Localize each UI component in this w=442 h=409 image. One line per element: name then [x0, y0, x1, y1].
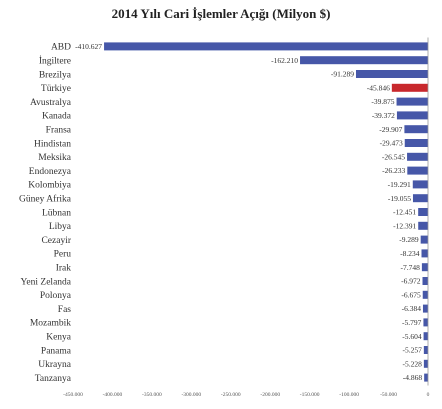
bar [422, 304, 428, 313]
value-label: -19.055 [388, 194, 411, 203]
bar [391, 83, 428, 92]
category-label: Fas [58, 305, 72, 315]
value-label: -26.545 [382, 152, 405, 161]
value-label: -26.233 [382, 166, 405, 175]
bar [423, 359, 428, 368]
x-tick-label: -150.000 [300, 392, 320, 398]
value-label: -9.289 [399, 235, 419, 244]
value-label: -5.228 [403, 359, 423, 368]
bar [396, 111, 428, 120]
x-tick-label: -100.000 [339, 392, 359, 398]
bar [407, 152, 428, 161]
value-label: -6.675 [401, 290, 421, 299]
category-label: Yeni Zelanda [21, 277, 72, 287]
bar [355, 70, 428, 78]
value-label: -4.868 [403, 373, 423, 382]
value-label: -6.384 [402, 304, 422, 313]
category-label: Meksika [38, 153, 72, 163]
bar [396, 97, 428, 106]
bar [404, 139, 428, 147]
x-tick-label: -450.000 [63, 392, 83, 398]
bar [404, 125, 428, 134]
bar [421, 249, 428, 258]
value-label: -7.748 [401, 263, 421, 272]
x-tick-label: -300.000 [181, 392, 201, 398]
bar [423, 332, 428, 341]
x-tick-label: -250.000 [221, 392, 241, 398]
value-label: -29.473 [380, 139, 403, 148]
category-label: Panama [41, 346, 72, 356]
category-label: Endonezya [29, 167, 72, 177]
category-label: Mozambik [30, 319, 71, 329]
category-label: Kanada [42, 112, 72, 122]
bar [412, 180, 428, 189]
bar [412, 194, 428, 203]
x-tick-label: -200.000 [260, 392, 280, 398]
value-label: -39.372 [372, 111, 395, 120]
bar [300, 56, 428, 65]
bar [407, 166, 428, 175]
category-label: Irak [56, 264, 72, 274]
bar [422, 277, 428, 285]
category-label: Lübnan [42, 208, 71, 218]
value-label: -8.234 [400, 249, 420, 258]
category-label: Libya [49, 222, 72, 232]
x-tick-label: -50.000 [380, 392, 397, 398]
category-label: Güney Afrika [19, 194, 72, 205]
value-label: -5.797 [402, 318, 422, 327]
value-label: -29.907 [379, 125, 402, 134]
chart-title: 2014 Yılı Cari İşlemler Açığı (Milyon $) [111, 6, 331, 21]
value-label: -410.627 [75, 42, 102, 51]
category-label: Ukrayna [38, 360, 71, 370]
value-label: -19.291 [388, 180, 411, 189]
x-tick-label: -350.000 [142, 392, 162, 398]
value-label: -12.391 [393, 221, 416, 230]
value-label: -39.875 [371, 97, 394, 106]
x-tick-label: 0 [427, 392, 430, 398]
value-label: -91.289 [331, 70, 354, 79]
value-label: -45.846 [367, 83, 390, 92]
category-label: Peru [54, 250, 72, 260]
value-label: -5.604 [402, 332, 422, 341]
category-label: Tanzanya [35, 374, 72, 384]
value-label: -5.257 [402, 346, 422, 355]
category-label: Kenya [46, 333, 72, 343]
bar [424, 373, 428, 382]
bar [422, 290, 428, 299]
bar [421, 263, 428, 272]
bar [423, 318, 428, 327]
bar [420, 235, 428, 244]
category-label: Avustralya [30, 98, 72, 108]
category-label: Türkiye [41, 84, 71, 94]
category-label: Brezilya [39, 70, 72, 80]
category-label: ABD [51, 43, 71, 53]
category-label: İngiltere [39, 55, 71, 67]
bar [418, 208, 428, 216]
bar [423, 346, 428, 354]
category-label: Hindistan [34, 139, 71, 149]
value-label: -12.451 [393, 208, 416, 217]
bar [104, 42, 429, 51]
category-label: Cezayir [41, 236, 71, 246]
category-label: Kolombiya [28, 181, 72, 191]
value-label: -162.210 [271, 56, 298, 65]
x-tick-label: -400.000 [103, 392, 123, 398]
value-label: -6.972 [401, 277, 421, 286]
bar [418, 221, 428, 230]
category-label: Polonya [40, 291, 72, 301]
category-label: Fransa [46, 126, 72, 136]
